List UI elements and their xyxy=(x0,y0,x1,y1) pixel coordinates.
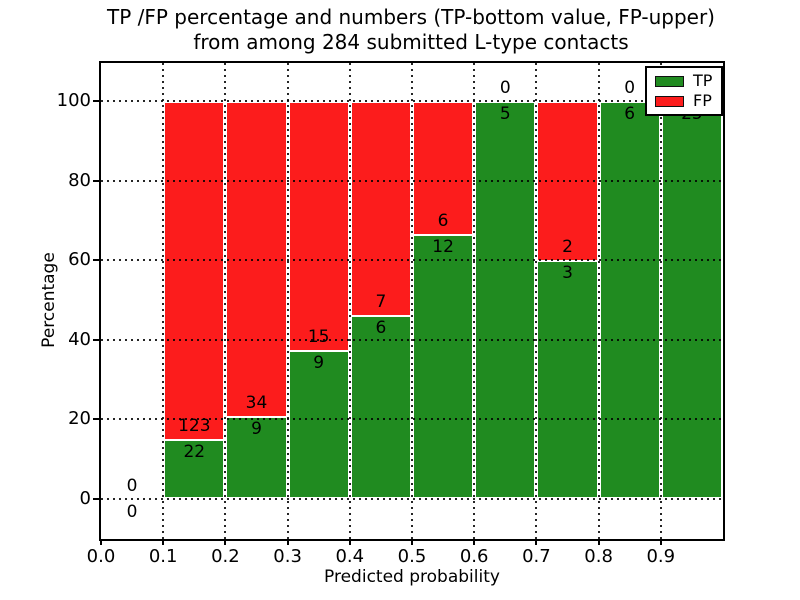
bar-tp-segment xyxy=(536,260,599,499)
x-tick-label: 0.2 xyxy=(211,546,240,567)
x-tick-label: 0.9 xyxy=(646,546,676,567)
y-gridline xyxy=(101,100,723,102)
chart-title: TP /FP percentage and numbers (TP-bottom… xyxy=(61,5,761,55)
fp-count-label: 0 xyxy=(126,476,138,496)
chart-title-line1: TP /FP percentage and numbers (TP-bottom… xyxy=(107,5,715,29)
tp-count-label: 12 xyxy=(432,236,454,257)
bar-fp-segment xyxy=(412,101,475,234)
x-tick-label: 0.1 xyxy=(148,546,178,567)
tp-count-label: 9 xyxy=(251,418,262,439)
tp-count-label: 5 xyxy=(499,104,511,124)
y-gridline xyxy=(101,418,723,421)
fp-count-label: 34 xyxy=(245,392,268,413)
y-gridline xyxy=(101,259,723,262)
x-tick-mark xyxy=(411,539,413,545)
x-gridline xyxy=(659,63,662,539)
fp-legend-swatch xyxy=(655,95,684,107)
y-axis-label: Percentage xyxy=(39,252,59,348)
x-gridline xyxy=(473,63,476,539)
x-gridline xyxy=(411,63,413,539)
y-tick-mark xyxy=(93,338,99,341)
x-gridline xyxy=(286,63,289,539)
x-tick-mark xyxy=(348,539,351,545)
y-tick-label: 20 xyxy=(68,408,91,430)
x-gridline xyxy=(597,63,600,539)
legend-label: FP xyxy=(693,91,712,110)
fp-count-label: 15 xyxy=(307,326,330,347)
legend-row: FP xyxy=(655,91,712,110)
y-tick-label: 100 xyxy=(56,90,91,111)
bar-fp-segment xyxy=(225,101,288,416)
bar-fp-segment xyxy=(163,101,226,439)
x-tick-mark xyxy=(473,539,476,545)
x-tick-label: 0.6 xyxy=(459,546,489,567)
fp-count-label: 123 xyxy=(178,415,211,436)
tp-legend-swatch xyxy=(655,75,684,87)
legend-label: TP xyxy=(693,71,713,90)
fp-count-label: 2 xyxy=(562,237,573,258)
y-gridline xyxy=(101,179,723,182)
bar-tp-segment xyxy=(349,315,412,499)
y-gridline xyxy=(101,498,723,500)
y-gridline xyxy=(101,338,723,341)
x-tick-mark xyxy=(597,539,600,545)
x-gridline xyxy=(224,63,227,539)
tp-count-label: 6 xyxy=(375,318,387,339)
legend-row: TP xyxy=(655,71,713,90)
fp-count-label: 0 xyxy=(499,78,511,98)
y-tick-mark xyxy=(93,259,99,262)
bar-tp-segment xyxy=(225,415,288,499)
y-tick-mark xyxy=(93,179,99,182)
tp-count-label: 6 xyxy=(624,104,636,124)
y-tick-label: 40 xyxy=(68,328,91,350)
x-tick-mark xyxy=(286,539,289,545)
legend: TP FP xyxy=(645,66,724,116)
x-tick-label: 0.3 xyxy=(273,546,302,567)
x-tick-label: 0.8 xyxy=(584,546,613,567)
x-tick-mark xyxy=(535,539,538,545)
bar-tp-segment xyxy=(598,101,661,499)
tp-count-label: 9 xyxy=(313,352,325,373)
x-tick-mark xyxy=(659,539,662,545)
bar-tp-segment xyxy=(163,438,226,499)
tp-count-label: 22 xyxy=(183,441,206,462)
bar-tp-segment xyxy=(412,233,475,499)
fp-count-label: 6 xyxy=(437,210,449,231)
bar-tp-segment xyxy=(660,101,723,499)
x-axis-label: Predicted probability xyxy=(324,567,500,587)
x-tick-mark xyxy=(100,539,102,545)
fp-count-label: 7 xyxy=(375,292,387,313)
chart-title-line2: from among 284 submitted L-type contacts xyxy=(193,30,629,54)
fp-count-label: 0 xyxy=(624,78,636,98)
y-tick-mark xyxy=(93,498,99,500)
x-tick-label: 0.7 xyxy=(522,546,551,567)
bar-tp-segment xyxy=(474,101,537,499)
y-tick-mark xyxy=(93,418,99,421)
y-tick-label: 0 xyxy=(79,488,91,509)
y-tick-mark xyxy=(93,100,99,102)
bar-fp-segment xyxy=(349,101,412,316)
x-tick-mark xyxy=(224,539,227,545)
x-tick-label: 0.4 xyxy=(335,546,365,567)
tp-count-label: 3 xyxy=(562,263,573,284)
x-tick-label: 0.5 xyxy=(397,546,427,567)
x-tick-label: 0.0 xyxy=(86,546,116,567)
bar-tp-segment xyxy=(287,349,350,499)
x-gridline xyxy=(348,63,351,539)
x-gridline xyxy=(535,63,538,539)
bar-fp-segment xyxy=(287,101,350,350)
tp-count-label: 0 xyxy=(126,502,138,522)
x-gridline xyxy=(162,63,165,539)
y-tick-label: 80 xyxy=(68,169,91,191)
x-tick-mark xyxy=(162,539,165,545)
y-tick-label: 60 xyxy=(68,249,91,271)
